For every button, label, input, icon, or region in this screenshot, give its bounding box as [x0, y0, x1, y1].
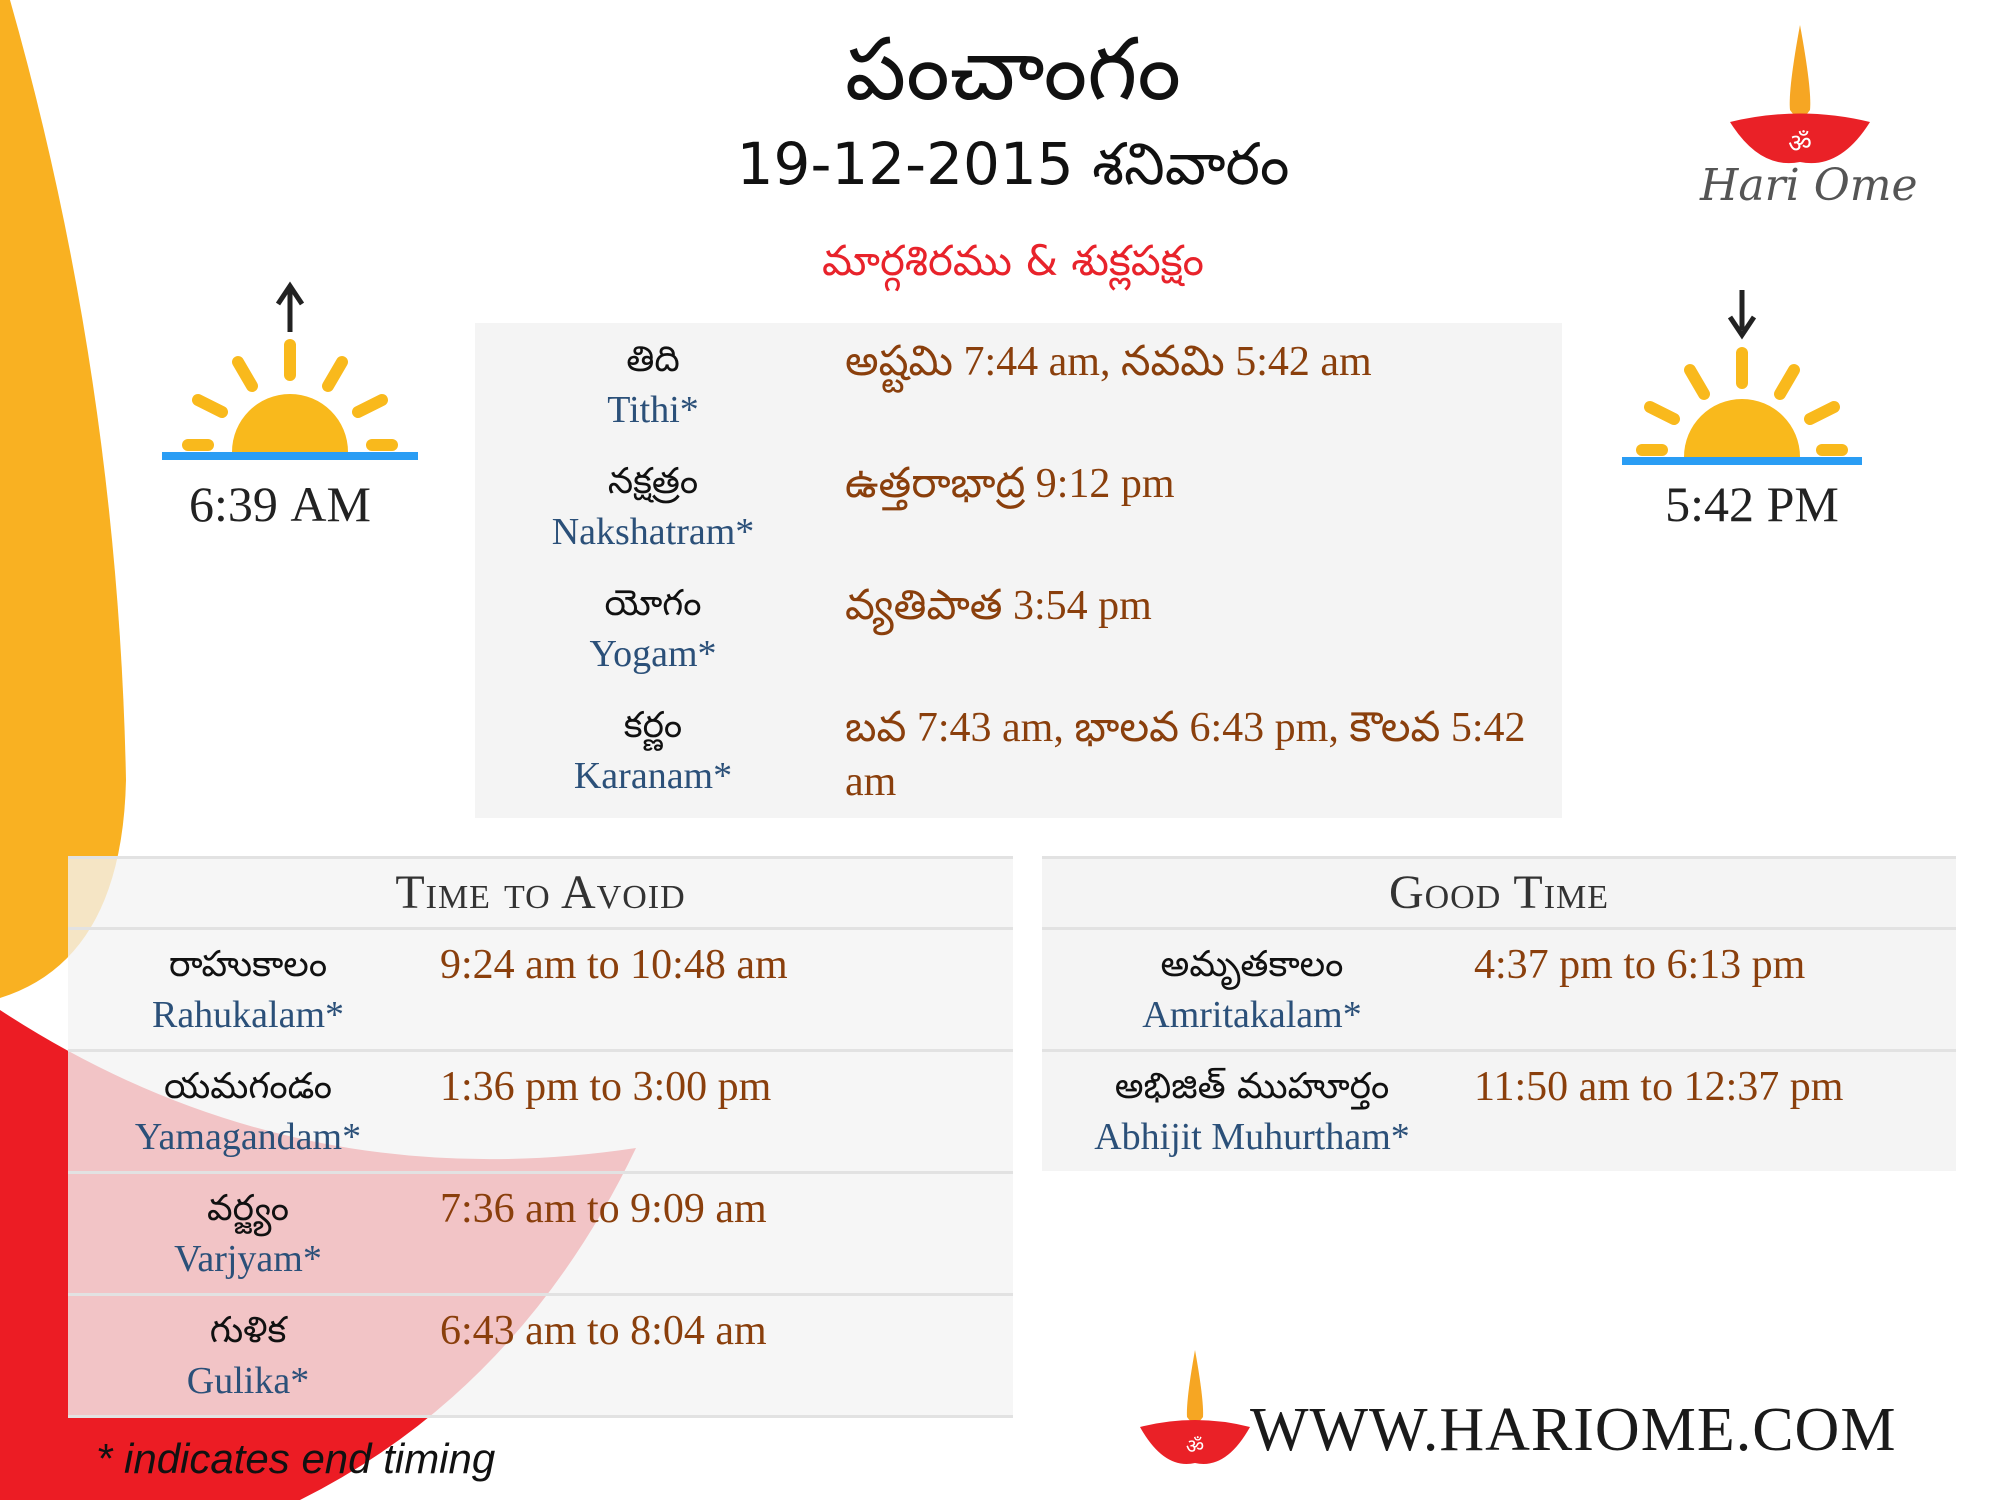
- table-row: వర్జ్యం Varjyam* 7:36 am to 9:09 am: [68, 1174, 1013, 1296]
- table-row: యమగండం Yamagandam* 1:36 pm to 3:00 pm: [68, 1052, 1013, 1174]
- sunrise-icon: [162, 281, 418, 460]
- table-row: రాహుకాలం Rahukalam* 9:24 am to 10:48 am: [68, 930, 1013, 1052]
- time-value: 1:36 pm to 3:00 pm: [440, 1064, 772, 1110]
- sunset-time-value: 5:42: [1665, 476, 1755, 532]
- time-value: 7:36 am to 9:09 am: [440, 1186, 767, 1232]
- table-row: అభిజిత్ ముహూర్తం Abhijit Muhurtham* 11:50…: [1042, 1052, 1956, 1171]
- label-en: Karanam*: [573, 755, 733, 797]
- label-te: గుళిక: [209, 1310, 287, 1351]
- label-te: వర్జ్యం: [206, 1188, 290, 1229]
- lamp-icon: ॐ: [1140, 1350, 1250, 1464]
- label-en: Rahukalam*: [151, 994, 345, 1036]
- panchang-value: బవ 7:43 am, భాలవ 6:43 pm, కౌలవ 5:42 am: [845, 705, 1526, 805]
- sunset-time: 5:42 PM: [1602, 475, 1902, 533]
- footnote: * indicates end timing: [96, 1435, 496, 1482]
- sunset-suffix: PM: [1766, 476, 1839, 532]
- label-te: కర్ణం: [623, 705, 683, 746]
- panchang-panel: తిది Tithi* అష్టమి 7:44 am, నవమి 5:42 am …: [475, 323, 1562, 818]
- sunrise-suffix: AM: [290, 476, 371, 532]
- sunrise-time: 6:39 AM: [130, 475, 430, 533]
- website-link[interactable]: WWW.HARIOME.COM: [1250, 1396, 1897, 1464]
- good-time-title: Good Time: [1042, 856, 1956, 930]
- label-en: Yogam*: [589, 633, 717, 675]
- orange-swoosh: [0, 0, 126, 998]
- time-value: 11:50 am to 12:37 pm: [1474, 1064, 1844, 1110]
- panchang-value: అష్టమి 7:44 am, నవమి 5:42 am: [845, 339, 1372, 385]
- table-row: గుళిక Gulika* 6:43 am to 8:04 am: [68, 1296, 1013, 1418]
- label-en: Varjyam*: [174, 1238, 322, 1280]
- label-en: Gulika*: [186, 1360, 310, 1402]
- logo-text: Hari Ome: [1700, 160, 1918, 211]
- label-te: రాహుకాలం: [168, 944, 328, 985]
- svg-text:ॐ: ॐ: [1186, 1434, 1204, 1458]
- date-heading: 19-12-2015 శనివారం: [736, 130, 1290, 198]
- label-en: Tithi*: [607, 389, 699, 431]
- sunrise-time-value: 6:39: [189, 476, 278, 532]
- time-to-avoid-title: Time to Avoid: [68, 856, 1013, 930]
- label-te: అభిజిత్ ముహూర్తం: [1114, 1066, 1390, 1107]
- time-value: 4:37 pm to 6:13 pm: [1474, 942, 1806, 988]
- label-te: నక్షత్రం: [607, 461, 699, 502]
- label-en: Yamagandam*: [134, 1116, 362, 1158]
- time-value: 6:43 am to 8:04 am: [440, 1308, 767, 1354]
- sunset-icon: [1622, 290, 1862, 465]
- label-en: Nakshatram*: [551, 511, 755, 553]
- table-row: అమృతకాలం Amritakalam* 4:37 pm to 6:13 pm: [1042, 930, 1956, 1052]
- month-paksha: మార్గశిరము & శుక్లపక్షం: [822, 236, 1204, 285]
- label-te: అమృతకాలం: [1160, 944, 1344, 985]
- label-te: తిది: [626, 339, 680, 380]
- time-to-avoid-table: Time to Avoid రాహుకాలం Rahukalam* 9:24 am…: [68, 856, 1013, 1418]
- good-time-table: Good Time అమృతకాలం Amritakalam* 4:37 pm t…: [1042, 856, 1956, 1171]
- lamp-logo-icon: ॐ: [1730, 25, 1870, 164]
- panchang-value: వ్యతిపాత 3:54 pm: [845, 583, 1152, 629]
- label-te: యోగం: [604, 583, 702, 624]
- panchang-value: ఉత్తరాభాద్ర 9:12 pm: [845, 461, 1175, 507]
- label-en: Amritakalam*: [1142, 994, 1362, 1036]
- label-en: Abhijit Muhurtham*: [1094, 1116, 1410, 1158]
- label-te: యమగండం: [164, 1066, 332, 1107]
- svg-text:ॐ: ॐ: [1788, 129, 1812, 159]
- time-value: 9:24 am to 10:48 am: [440, 942, 788, 988]
- page-title: పంచాంగం: [844, 20, 1181, 120]
